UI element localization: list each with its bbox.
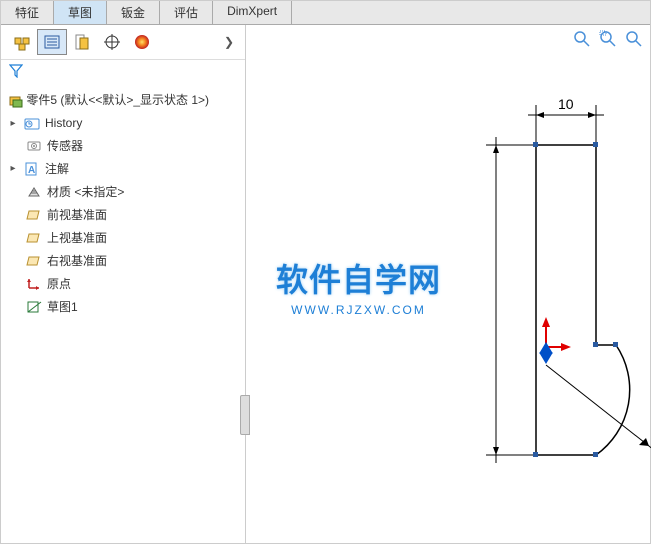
tab-sketch[interactable]: 草图 (54, 1, 107, 24)
origin-marker (540, 317, 571, 363)
tree-label: 材质 <未指定> (47, 183, 124, 200)
zoom-fit-icon[interactable] (572, 29, 592, 49)
plane-icon (25, 230, 43, 246)
graphics-canvas[interactable]: 软件自学网 WWW.RJZXW.COM 10 (246, 25, 650, 543)
tab-evaluate[interactable]: 评估 (160, 1, 213, 24)
filter-icon[interactable] (9, 64, 23, 78)
panel-toolbar: ❯ (1, 25, 245, 60)
tree-label: 前视基准面 (47, 206, 107, 223)
tree-item-front-plane[interactable]: 前视基准面 (5, 203, 241, 226)
tab-features[interactable]: 特征 (1, 1, 54, 24)
plane-icon (25, 207, 43, 223)
tree-item-sketch1[interactable]: 草图1 (5, 295, 241, 318)
tree-label: 原点 (47, 275, 71, 292)
config-icon[interactable] (67, 29, 97, 55)
tree-label: 上视基准面 (47, 229, 107, 246)
origin-icon (25, 276, 43, 292)
tree-label: 传感器 (47, 137, 83, 154)
tree-root-label: 零件5 (默认<<默认>_显示状态 1>) (26, 93, 209, 107)
tree-item-material[interactable]: 材质 <未指定> (5, 180, 241, 203)
expand-icon[interactable]: ▸ (7, 163, 19, 175)
feature-tree-panel: ❯ 零件5 (默认<<默认>_显示状态 1>) ▸ History 传感器 ▸ (1, 25, 246, 543)
tree-item-annotation[interactable]: ▸ A 注解 (5, 157, 241, 180)
svg-text:A: A (28, 165, 35, 176)
tree-label: 注解 (45, 160, 69, 177)
sketch-drawing: 10 R16 (406, 85, 651, 505)
target-icon[interactable] (97, 29, 127, 55)
main-area: ❯ 零件5 (默认<<默认>_显示状态 1>) ▸ History 传感器 ▸ (1, 25, 650, 543)
zoom-area-icon[interactable] (598, 29, 618, 49)
tab-dimxpert[interactable]: DimXpert (213, 1, 292, 24)
tab-sheetmetal[interactable]: 钣金 (107, 1, 160, 24)
tree-item-top-plane[interactable]: 上视基准面 (5, 226, 241, 249)
tree-root[interactable]: 零件5 (默认<<默认>_显示状态 1>) (5, 87, 241, 112)
expand-icon[interactable]: ▸ (7, 117, 19, 129)
annotation-icon: A (23, 161, 41, 177)
assembly-icon[interactable] (7, 29, 37, 55)
sketch-icon (25, 299, 43, 315)
tree-label: 草图1 (47, 298, 78, 315)
tree-item-history[interactable]: ▸ History (5, 112, 241, 134)
sensor-icon (25, 138, 43, 154)
feature-tree: 零件5 (默认<<默认>_显示状态 1>) ▸ History 传感器 ▸ A … (1, 85, 245, 543)
panel-drag-handle[interactable] (240, 395, 250, 435)
tree-item-origin[interactable]: 原点 (5, 272, 241, 295)
tree-item-sensor[interactable]: 传感器 (5, 134, 241, 157)
tree-label: 右视基准面 (47, 252, 107, 269)
material-icon (25, 184, 43, 200)
zoom-tools (572, 29, 644, 49)
zoom-prev-icon[interactable] (624, 29, 644, 49)
dim-width[interactable]: 10 (558, 96, 574, 112)
chevron-right-icon[interactable]: ❯ (219, 35, 239, 49)
history-icon (23, 115, 41, 131)
appearance-icon[interactable] (127, 29, 157, 55)
plane-icon (25, 253, 43, 269)
filter-row (1, 60, 245, 85)
command-tabs: 特征 草图 钣金 评估 DimXpert (1, 1, 650, 25)
tree-label: History (45, 116, 82, 130)
list-icon[interactable] (37, 29, 67, 55)
tree-item-right-plane[interactable]: 右视基准面 (5, 249, 241, 272)
